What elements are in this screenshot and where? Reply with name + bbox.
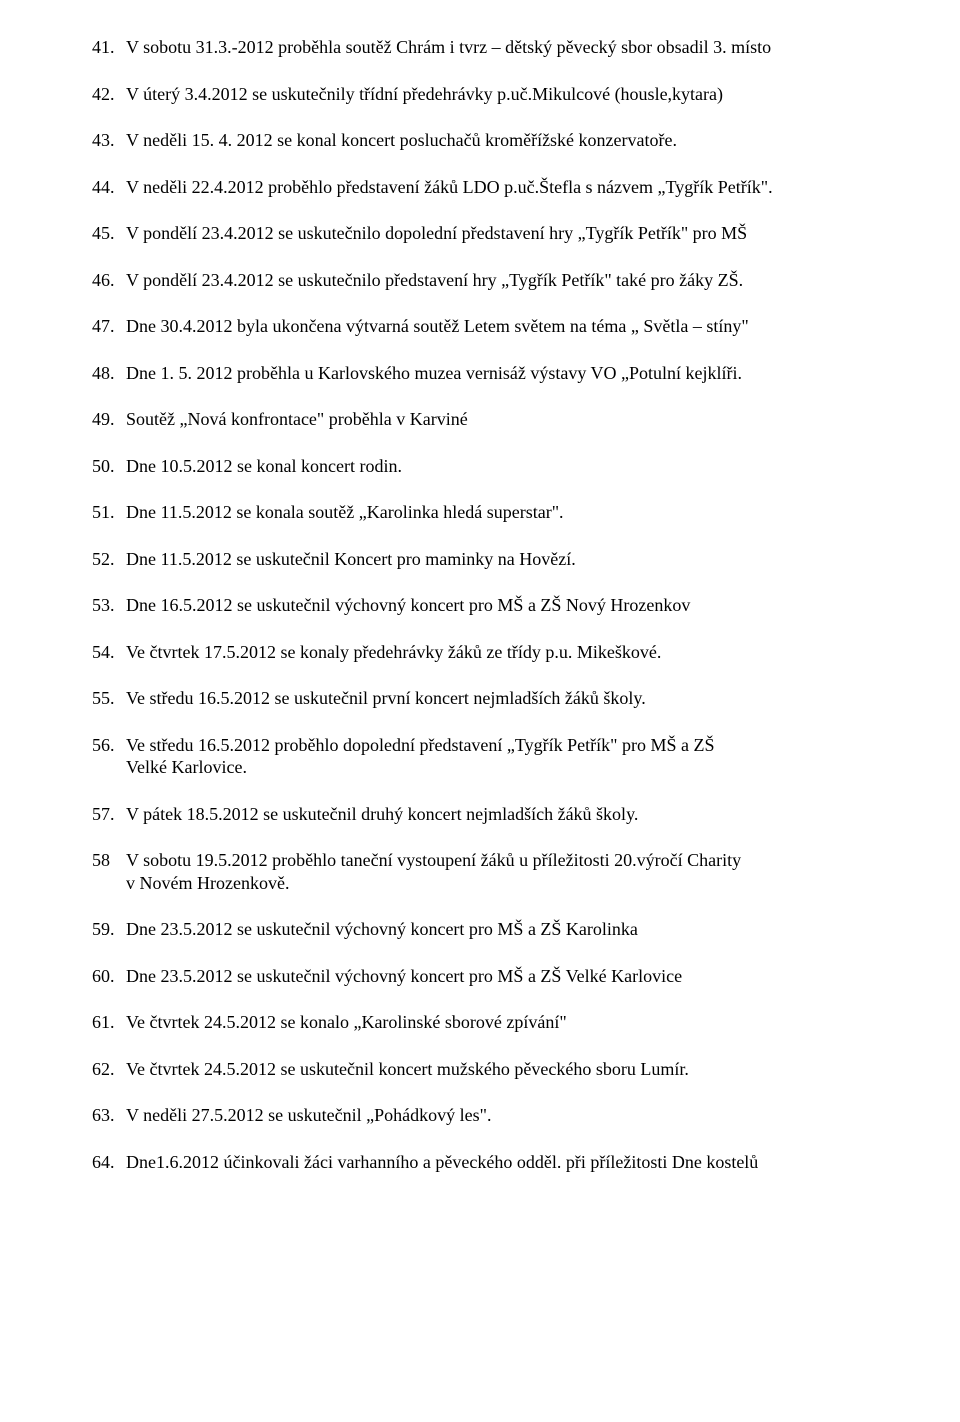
list-item-row: 46.V pondělí 23.4.2012 se uskutečnilo př… [92, 269, 868, 292]
list-item-row: 60.Dne 23.5.2012 se uskutečnil výchovný … [92, 965, 868, 988]
list-item: 42.V úterý 3.4.2012 se uskutečnily třídn… [92, 83, 868, 106]
list-item-number: 53. [92, 594, 126, 617]
list-item-continuation: v Novém Hrozenkově. [126, 872, 868, 895]
list-item-text: V sobotu 31.3.-2012 proběhla soutěž Chrá… [126, 36, 868, 59]
list-item-row: 62.Ve čtvrtek 24.5.2012 se uskutečnil ko… [92, 1058, 868, 1081]
list-item-row: 53.Dne 16.5.2012 se uskutečnil výchovný … [92, 594, 868, 617]
list-item: 45.V pondělí 23.4.2012 se uskutečnilo do… [92, 222, 868, 245]
list-item-number: 48. [92, 362, 126, 385]
list-item-row: 48.Dne 1. 5. 2012 proběhla u Karlovského… [92, 362, 868, 385]
list-item-number: 63. [92, 1104, 126, 1127]
list-item-row: 59.Dne 23.5.2012 se uskutečnil výchovný … [92, 918, 868, 941]
list-item-text: Ve čtvrtek 17.5.2012 se konaly předehráv… [126, 641, 868, 664]
list-item: 56.Ve středu 16.5.2012 proběhlo dopoledn… [92, 734, 868, 779]
list-item-row: 51.Dne 11.5.2012 se konala soutěž „Karol… [92, 501, 868, 524]
list-item-text: Ve čtvrtek 24.5.2012 se uskutečnil konce… [126, 1058, 868, 1081]
list-item-row: 49.Soutěž „Nová konfrontace" proběhla v … [92, 408, 868, 431]
list-item-row: 58V sobotu 19.5.2012 proběhlo taneční vy… [92, 849, 868, 872]
list-item-row: 44.V neděli 22.4.2012 proběhlo představe… [92, 176, 868, 199]
list-item-number: 57. [92, 803, 126, 826]
list-item: 61.Ve čtvrtek 24.5.2012 se konalo „Karol… [92, 1011, 868, 1034]
list-item-number: 49. [92, 408, 126, 431]
list-item-number: 43. [92, 129, 126, 152]
list-item-number: 56. [92, 734, 126, 757]
list-item: 47.Dne 30.4.2012 byla ukončena výtvarná … [92, 315, 868, 338]
list-item: 51.Dne 11.5.2012 se konala soutěž „Karol… [92, 501, 868, 524]
list-item-row: 45.V pondělí 23.4.2012 se uskutečnilo do… [92, 222, 868, 245]
list-item-number: 51. [92, 501, 126, 524]
list-item-text: V pondělí 23.4.2012 se uskutečnilo předs… [126, 269, 868, 292]
list-item-text: Dne 1. 5. 2012 proběhla u Karlovského mu… [126, 362, 868, 385]
list-item-text: V pondělí 23.4.2012 se uskutečnilo dopol… [126, 222, 868, 245]
list-item-row: 57.V pátek 18.5.2012 se uskutečnil druhý… [92, 803, 868, 826]
list-item-row: 52.Dne 11.5.2012 se uskutečnil Koncert p… [92, 548, 868, 571]
list-item-number: 45. [92, 222, 126, 245]
list-item-row: 54.Ve čtvrtek 17.5.2012 se konaly předeh… [92, 641, 868, 664]
list-item-text: V pátek 18.5.2012 se uskutečnil druhý ko… [126, 803, 868, 826]
list-item-text: Ve středu 16.5.2012 proběhlo dopolední p… [126, 734, 868, 757]
list-item: 62.Ve čtvrtek 24.5.2012 se uskutečnil ko… [92, 1058, 868, 1081]
list-item: 48.Dne 1. 5. 2012 proběhla u Karlovského… [92, 362, 868, 385]
list-item: 46.V pondělí 23.4.2012 se uskutečnilo př… [92, 269, 868, 292]
list-item-row: 50.Dne 10.5.2012 se konal koncert rodin. [92, 455, 868, 478]
list-item-number: 52. [92, 548, 126, 571]
list-item-text: V neděli 15. 4. 2012 se konal koncert po… [126, 129, 868, 152]
list-item-number: 58 [92, 849, 126, 872]
list-item-text: Dne 10.5.2012 se konal koncert rodin. [126, 455, 868, 478]
list-item: 59.Dne 23.5.2012 se uskutečnil výchovný … [92, 918, 868, 941]
list-item-text: Dne 11.5.2012 se konala soutěž „Karolink… [126, 501, 868, 524]
list-item-row: 43.V neděli 15. 4. 2012 se konal koncert… [92, 129, 868, 152]
list-item-row: 56.Ve středu 16.5.2012 proběhlo dopoledn… [92, 734, 868, 757]
list-item-row: 47.Dne 30.4.2012 byla ukončena výtvarná … [92, 315, 868, 338]
list-item-number: 59. [92, 918, 126, 941]
list-item-row: 42.V úterý 3.4.2012 se uskutečnily třídn… [92, 83, 868, 106]
list-item-row: 55.Ve středu 16.5.2012 se uskutečnil prv… [92, 687, 868, 710]
list-item-number: 61. [92, 1011, 126, 1034]
list-item-number: 55. [92, 687, 126, 710]
list-item-number: 60. [92, 965, 126, 988]
list-item-text: Dne 30.4.2012 byla ukončena výtvarná sou… [126, 315, 868, 338]
list-item: 52.Dne 11.5.2012 se uskutečnil Koncert p… [92, 548, 868, 571]
list-item-text: Dne 16.5.2012 se uskutečnil výchovný kon… [126, 594, 868, 617]
list-item-number: 41. [92, 36, 126, 59]
list-item-text: Dne 23.5.2012 se uskutečnil výchovný kon… [126, 918, 868, 941]
list-item: 43.V neděli 15. 4. 2012 se konal koncert… [92, 129, 868, 152]
list-item-continuation: Velké Karlovice. [126, 756, 868, 779]
list-item-text: Dne1.6.2012 účinkovali žáci varhanního a… [126, 1151, 868, 1174]
list-item-number: 42. [92, 83, 126, 106]
list-item-text: V sobotu 19.5.2012 proběhlo taneční vyst… [126, 849, 868, 872]
list-item: 53.Dne 16.5.2012 se uskutečnil výchovný … [92, 594, 868, 617]
list-item-row: 64.Dne1.6.2012 účinkovali žáci varhanníh… [92, 1151, 868, 1174]
list-item: 55.Ve středu 16.5.2012 se uskutečnil prv… [92, 687, 868, 710]
list-item-text: V neděli 22.4.2012 proběhlo představení … [126, 176, 868, 199]
list-item-number: 47. [92, 315, 126, 338]
list-item-text: Ve středu 16.5.2012 se uskutečnil první … [126, 687, 868, 710]
list-item: 44.V neděli 22.4.2012 proběhlo představe… [92, 176, 868, 199]
list-item-number: 62. [92, 1058, 126, 1081]
document-page: 41.V sobotu 31.3.-2012 proběhla soutěž C… [0, 0, 960, 1422]
list-item: 54.Ve čtvrtek 17.5.2012 se konaly předeh… [92, 641, 868, 664]
list-item: 63.V neděli 27.5.2012 se uskutečnil „Poh… [92, 1104, 868, 1127]
list-item-text: V neděli 27.5.2012 se uskutečnil „Pohádk… [126, 1104, 868, 1127]
list-item: 58V sobotu 19.5.2012 proběhlo taneční vy… [92, 849, 868, 894]
list-item-number: 54. [92, 641, 126, 664]
list-item: 49.Soutěž „Nová konfrontace" proběhla v … [92, 408, 868, 431]
list-item: 50.Dne 10.5.2012 se konal koncert rodin. [92, 455, 868, 478]
list-item-number: 46. [92, 269, 126, 292]
list-item-text: Soutěž „Nová konfrontace" proběhla v Kar… [126, 408, 868, 431]
list-item-text: Ve čtvrtek 24.5.2012 se konalo „Karolins… [126, 1011, 868, 1034]
list-item-number: 64. [92, 1151, 126, 1174]
list-item-text: Dne 23.5.2012 se uskutečnil výchovný kon… [126, 965, 868, 988]
list-item-row: 61.Ve čtvrtek 24.5.2012 se konalo „Karol… [92, 1011, 868, 1034]
list-item: 60.Dne 23.5.2012 se uskutečnil výchovný … [92, 965, 868, 988]
list-item: 57.V pátek 18.5.2012 se uskutečnil druhý… [92, 803, 868, 826]
list-item-text: Dne 11.5.2012 se uskutečnil Koncert pro … [126, 548, 868, 571]
list-item-text: V úterý 3.4.2012 se uskutečnily třídní p… [126, 83, 868, 106]
list-item-number: 44. [92, 176, 126, 199]
list-item: 64.Dne1.6.2012 účinkovali žáci varhanníh… [92, 1151, 868, 1174]
list-item-row: 63.V neděli 27.5.2012 se uskutečnil „Poh… [92, 1104, 868, 1127]
list-item: 41.V sobotu 31.3.-2012 proběhla soutěž C… [92, 36, 868, 59]
list-item-row: 41.V sobotu 31.3.-2012 proběhla soutěž C… [92, 36, 868, 59]
list-item-number: 50. [92, 455, 126, 478]
